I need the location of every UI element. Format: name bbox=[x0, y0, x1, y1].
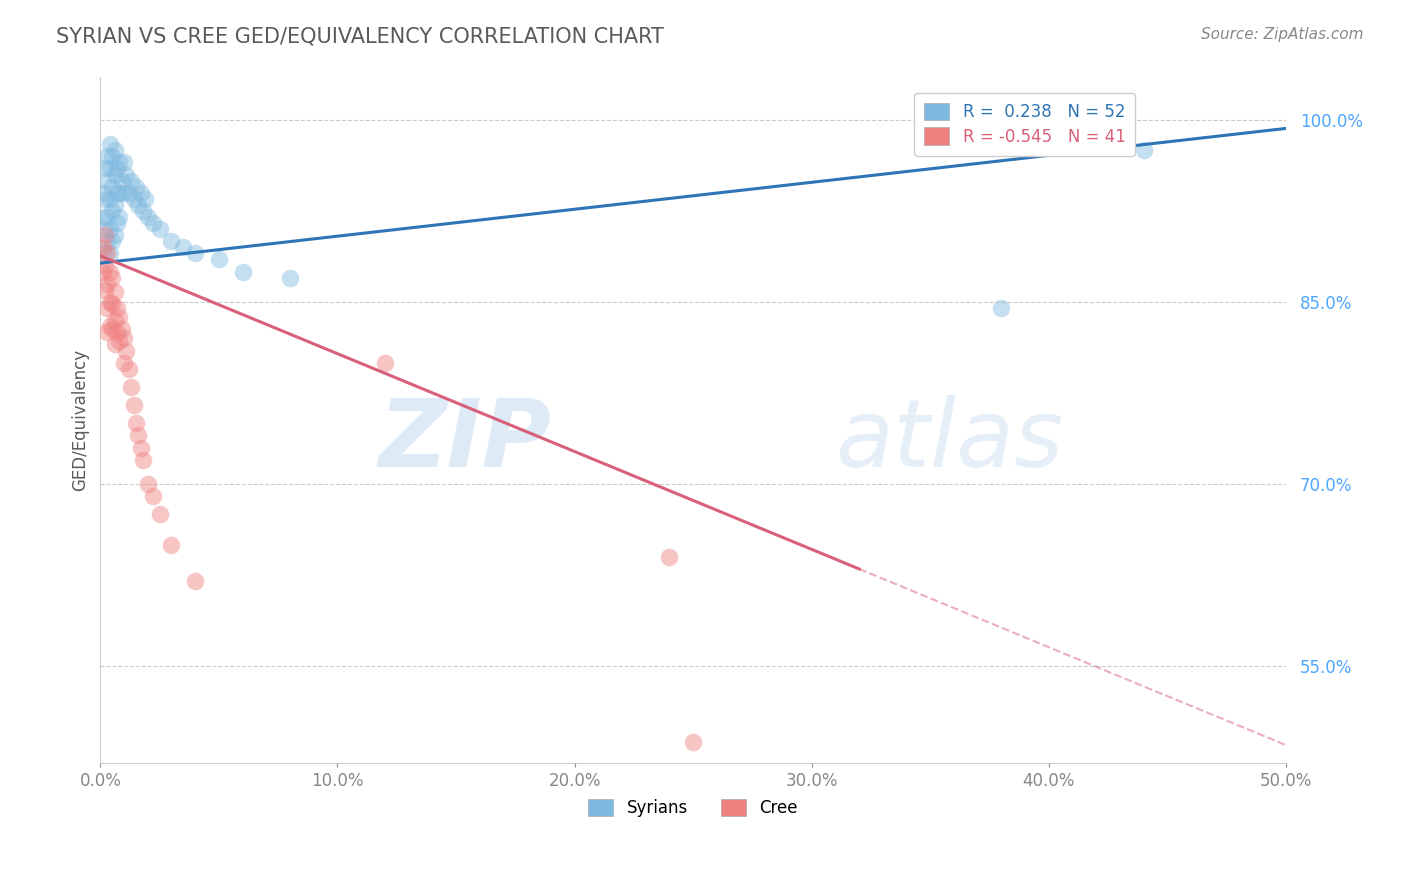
Point bbox=[160, 234, 183, 248]
Point bbox=[141, 489, 163, 503]
Point bbox=[98, 265, 121, 279]
Point bbox=[94, 222, 117, 236]
Point bbox=[108, 310, 131, 324]
Point bbox=[94, 246, 117, 260]
Text: ZIP: ZIP bbox=[378, 395, 551, 487]
Point bbox=[94, 228, 117, 243]
Point bbox=[103, 313, 125, 327]
Point bbox=[101, 179, 124, 194]
Point bbox=[136, 210, 159, 224]
Point bbox=[122, 398, 145, 412]
Point bbox=[132, 203, 155, 218]
Point bbox=[96, 246, 118, 260]
Point bbox=[105, 326, 128, 340]
Point bbox=[105, 216, 128, 230]
Point bbox=[91, 186, 114, 200]
Point bbox=[127, 428, 149, 442]
Point bbox=[122, 192, 145, 206]
Point bbox=[1132, 143, 1154, 157]
Point bbox=[94, 192, 117, 206]
Point bbox=[125, 417, 148, 431]
Point bbox=[184, 246, 207, 260]
Point bbox=[160, 538, 183, 552]
Text: Source: ZipAtlas.com: Source: ZipAtlas.com bbox=[1201, 27, 1364, 42]
Point bbox=[112, 186, 135, 200]
Point bbox=[149, 222, 172, 236]
Point bbox=[103, 228, 125, 243]
Point bbox=[105, 301, 128, 315]
Legend: Syrians, Cree: Syrians, Cree bbox=[582, 792, 804, 823]
Point bbox=[105, 161, 128, 176]
Point bbox=[129, 186, 152, 200]
Point bbox=[101, 234, 124, 248]
Point bbox=[118, 186, 141, 200]
Point bbox=[149, 508, 172, 522]
Point bbox=[96, 277, 118, 291]
Point bbox=[111, 173, 134, 187]
Point bbox=[112, 155, 135, 169]
Point bbox=[682, 735, 704, 749]
Point bbox=[91, 240, 114, 254]
Point bbox=[94, 259, 117, 273]
Point bbox=[120, 173, 142, 187]
Point bbox=[111, 321, 134, 335]
Point bbox=[103, 168, 125, 182]
Point bbox=[990, 301, 1012, 315]
Point bbox=[208, 252, 231, 267]
Point bbox=[96, 326, 118, 340]
Point bbox=[115, 168, 138, 182]
Point bbox=[103, 337, 125, 351]
Text: SYRIAN VS CREE GED/EQUIVALENCY CORRELATION CHART: SYRIAN VS CREE GED/EQUIVALENCY CORRELATI… bbox=[56, 27, 664, 46]
Point bbox=[98, 319, 121, 334]
Point bbox=[98, 295, 121, 310]
Point bbox=[141, 216, 163, 230]
Text: atlas: atlas bbox=[835, 395, 1064, 486]
Point bbox=[101, 270, 124, 285]
Point bbox=[91, 210, 114, 224]
Point bbox=[94, 161, 117, 176]
Point bbox=[108, 186, 131, 200]
Point bbox=[105, 186, 128, 200]
Point bbox=[98, 137, 121, 152]
Point bbox=[96, 210, 118, 224]
Point bbox=[96, 149, 118, 163]
Point bbox=[98, 222, 121, 236]
Point bbox=[98, 246, 121, 260]
Point bbox=[134, 192, 156, 206]
Point bbox=[112, 331, 135, 345]
Point bbox=[136, 477, 159, 491]
Point bbox=[125, 179, 148, 194]
Point bbox=[96, 301, 118, 315]
Point bbox=[120, 380, 142, 394]
Point bbox=[101, 149, 124, 163]
Point bbox=[127, 198, 149, 212]
Point bbox=[91, 265, 114, 279]
Point bbox=[172, 240, 194, 254]
Point bbox=[103, 285, 125, 300]
Point bbox=[98, 192, 121, 206]
Point bbox=[108, 210, 131, 224]
Point bbox=[103, 198, 125, 212]
Point bbox=[129, 441, 152, 455]
Point bbox=[98, 161, 121, 176]
Point bbox=[232, 265, 254, 279]
Point bbox=[374, 356, 396, 370]
Point bbox=[108, 334, 131, 348]
Point bbox=[108, 155, 131, 169]
Point bbox=[101, 321, 124, 335]
Point bbox=[96, 173, 118, 187]
Point bbox=[101, 297, 124, 311]
Point bbox=[101, 203, 124, 218]
Point bbox=[94, 283, 117, 297]
Point bbox=[132, 452, 155, 467]
Point bbox=[278, 270, 301, 285]
Point bbox=[118, 361, 141, 376]
Point bbox=[112, 356, 135, 370]
Point bbox=[184, 574, 207, 588]
Point bbox=[96, 234, 118, 248]
Point bbox=[103, 143, 125, 157]
Y-axis label: GED/Equivalency: GED/Equivalency bbox=[72, 350, 89, 491]
Point bbox=[115, 343, 138, 358]
Point bbox=[658, 549, 681, 564]
